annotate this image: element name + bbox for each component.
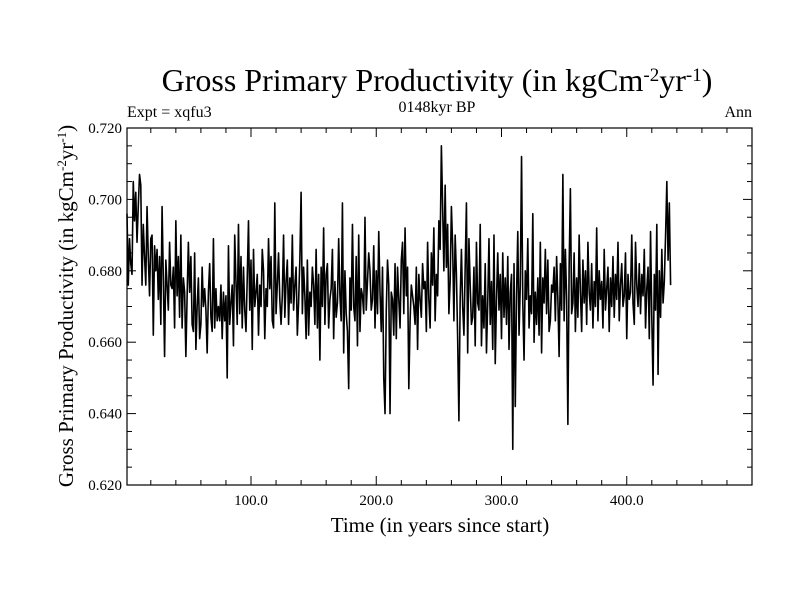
- y-axis-label: Gross Primary Productivity (in kgCm-2yr-…: [54, 125, 79, 487]
- x-tick-label: 400.0: [610, 493, 644, 509]
- y-tick-label: 0.640: [88, 407, 122, 423]
- x-axis-label: Time (in years since start): [331, 513, 550, 537]
- y-tick-label: 0.720: [88, 121, 122, 137]
- experiment-label: Expt = xqfu3: [127, 104, 212, 121]
- period-label: 0148kyr BP: [399, 99, 476, 116]
- x-tick-label: 100.0: [234, 493, 268, 509]
- y-tick-label: 0.660: [88, 335, 122, 351]
- y-tick-label: 0.680: [88, 264, 122, 280]
- y-tick-label: 0.620: [88, 478, 122, 494]
- x-tick-label: 200.0: [359, 493, 393, 509]
- chart-title: Gross Primary Productivity (in kgCm-2yr-…: [162, 62, 713, 98]
- series-line-gpp: [126, 145, 672, 451]
- y-tick-label: 0.700: [88, 192, 122, 208]
- season-label: Ann: [724, 104, 752, 121]
- axis-tick-labels: 0.620 0.640 0.660 0.680 0.700 0.720 100.0 200.0…: [88, 121, 643, 509]
- axis-ticks: [127, 127, 752, 486]
- x-tick-label: 300.0: [485, 493, 519, 509]
